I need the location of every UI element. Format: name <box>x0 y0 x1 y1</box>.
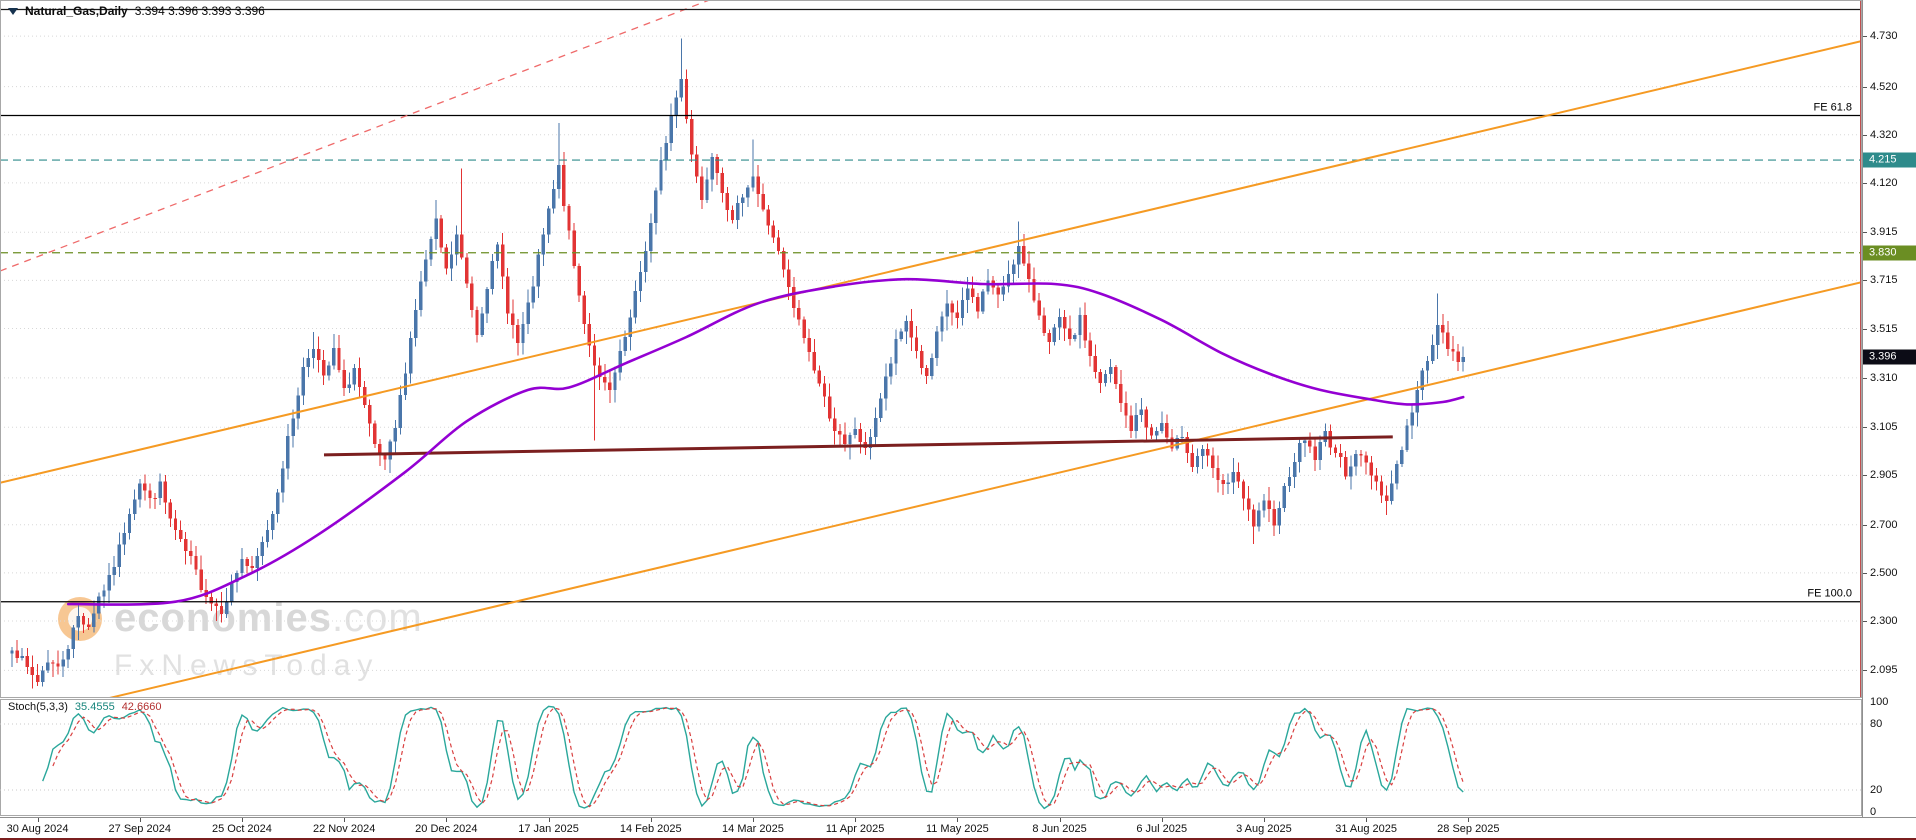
stochastic-name: Stoch(5,3,3) <box>8 701 68 713</box>
fib-level-label: FE 61.8 <box>1813 102 1852 114</box>
date-tick <box>1468 818 1470 822</box>
time-axis[interactable]: 30 Aug 2024 27 Sep 2024 25 Oct 2024 22 Nov … <box>0 817 1916 839</box>
grid-lines <box>0 35 1862 671</box>
resistance-dashed <box>0 0 710 272</box>
stoch-axis-label: 100 <box>1870 696 1889 708</box>
date-label: 14 Feb 2025 <box>619 823 682 835</box>
price-tick <box>1863 670 1867 672</box>
date-label: 27 Sep 2024 <box>108 823 171 835</box>
price-axis[interactable]: 4.730 4.520 4.320 4.120 3.915 3.715 3.515 3.310… <box>1862 0 1916 818</box>
date-label: 6 Jul 2025 <box>1136 823 1188 835</box>
date-label: 3 Aug 2025 <box>1236 823 1292 835</box>
price-tick <box>1863 134 1867 136</box>
price-level-badge: 3.830 <box>1863 245 1916 261</box>
date-label: 22 Nov 2024 <box>312 823 376 835</box>
date-tick <box>139 818 141 822</box>
price-tick <box>1863 427 1867 429</box>
price-tick <box>1863 182 1867 184</box>
date-label: 25 Oct 2024 <box>211 823 272 835</box>
date-tick <box>855 818 857 822</box>
price-tick-label: 4.120 <box>1870 176 1898 189</box>
date-tick <box>37 818 39 822</box>
price-tick-label: 4.520 <box>1870 80 1898 93</box>
date-label: 31 Aug 2025 <box>1335 823 1398 835</box>
date-tick <box>1366 818 1368 822</box>
price-tick-label: 2.095 <box>1870 664 1898 677</box>
stoch-axis-label: 80 <box>1870 718 1883 730</box>
price-tick-label: 3.310 <box>1870 371 1898 384</box>
price-tick <box>1863 280 1867 282</box>
price-tick <box>1863 475 1867 477</box>
candles-layer <box>10 38 1465 689</box>
stochastic-k-value: 35.4555 <box>74 701 115 713</box>
bottom-divider <box>0 838 1916 840</box>
price-tick <box>1863 86 1867 88</box>
date-tick <box>1263 818 1265 822</box>
ohlc-values: 3.394 3.396 3.393 3.396 <box>134 4 265 18</box>
date-tick <box>957 818 959 822</box>
symbol-ohlc-readout: Natural_Gas,Daily 3.394 3.396 3.393 3.39… <box>8 4 265 18</box>
price-tick-label: 3.915 <box>1870 226 1898 239</box>
stochastic-canvas[interactable] <box>0 699 1862 816</box>
price-pane: economies.com FxNewsToday FE 61.8FE 100.… <box>0 0 1862 698</box>
price-tick-label: 3.715 <box>1870 274 1898 287</box>
date-tick <box>446 818 448 822</box>
date-label: 17 Jan 2025 <box>518 823 579 835</box>
date-label: 14 Mar 2025 <box>722 823 784 835</box>
date-label: 28 Sep 2025 <box>1437 823 1500 835</box>
stoch-axis-label: 20 <box>1870 784 1883 796</box>
pane-frame <box>0 0 1862 698</box>
price-chart-canvas[interactable]: FE 61.8 FE 100.0 <box>0 0 1862 698</box>
date-tick <box>1161 818 1163 822</box>
price-tick-label: 2.300 <box>1870 614 1898 627</box>
date-label: 8 Jun 2025 <box>1032 823 1087 835</box>
price-level-badge: 4.215 <box>1863 152 1916 168</box>
symbol-title: Natural_Gas,Daily <box>25 4 128 18</box>
date-tick <box>752 818 754 822</box>
price-tick <box>1863 524 1867 526</box>
stochastic-d-value: 42.6660 <box>121 701 162 713</box>
price-tick-label: 2.905 <box>1870 469 1898 482</box>
channel-lower <box>105 281 1862 698</box>
stochastic-indicator-label: Stoch(5,3,3) 35.4555 42.6660 <box>8 701 161 713</box>
stoch-axis-label: 0 <box>1870 806 1877 818</box>
price-tick-label: 4.730 <box>1870 30 1898 43</box>
moving-average-line <box>66 277 1465 606</box>
price-tick <box>1863 328 1867 330</box>
date-label: 30 Aug 2024 <box>6 823 69 835</box>
price-tick-label: 3.105 <box>1870 421 1898 434</box>
support-trendline <box>323 435 1393 457</box>
date-tick <box>241 818 243 822</box>
date-tick <box>548 818 550 822</box>
price-tick <box>1863 36 1867 38</box>
price-tick-label: 3.515 <box>1870 322 1898 335</box>
price-tick <box>1863 572 1867 574</box>
price-tick <box>1863 232 1867 234</box>
price-tick-label: 2.700 <box>1870 518 1898 531</box>
stoch-d-line <box>52 707 1464 808</box>
price-tick-label: 4.320 <box>1870 128 1898 141</box>
current-price-badge: 3.396 <box>1863 349 1916 365</box>
stoch-k-line <box>42 705 1464 810</box>
date-label: 11 Apr 2025 <box>825 823 885 835</box>
date-tick <box>650 818 652 822</box>
price-tick <box>1863 377 1867 379</box>
date-tick <box>1059 818 1061 822</box>
price-tick-label: 2.500 <box>1870 566 1898 579</box>
date-label: 20 Dec 2024 <box>415 823 478 835</box>
symbol-direction-icon <box>8 7 18 15</box>
stoch-frame <box>0 699 1862 816</box>
fib-level-label: FE 100.0 <box>1807 588 1852 600</box>
date-tick <box>344 818 346 822</box>
channel-upper <box>0 39 1862 484</box>
price-tick <box>1863 620 1867 622</box>
date-label: 11 May 2025 <box>925 823 989 835</box>
